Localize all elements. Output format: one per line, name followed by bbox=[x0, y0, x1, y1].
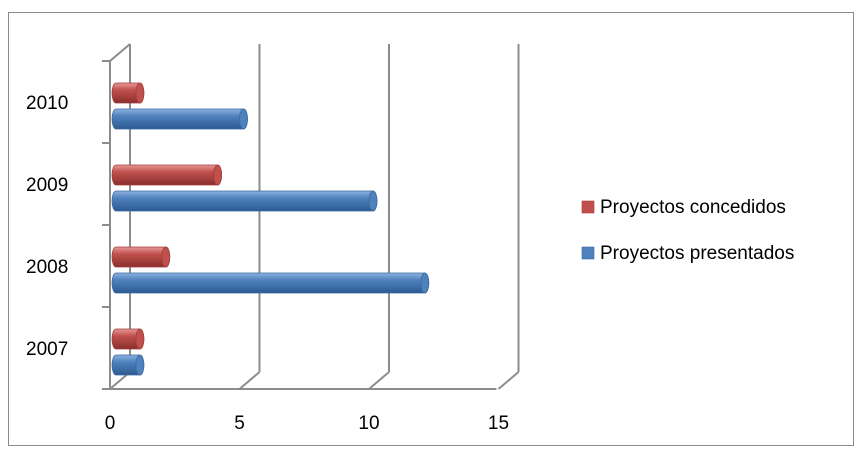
y-tick-label-2010: 2010 bbox=[26, 93, 68, 114]
legend-item-concedidos: Proyectos concedidos bbox=[581, 197, 786, 218]
legend-swatch bbox=[581, 200, 595, 214]
legend-swatch bbox=[581, 246, 595, 260]
bar-concedidos-2008 bbox=[111, 246, 171, 268]
legend-item-presentados: Proyectos presentados bbox=[581, 243, 794, 264]
gridline-5 bbox=[238, 44, 261, 390]
y-tick-label-2008: 2008 bbox=[26, 257, 68, 278]
axes bbox=[102, 43, 497, 390]
legend-label: Proyectos presentados bbox=[600, 243, 794, 264]
bar-presentados-2007 bbox=[111, 354, 145, 376]
bars bbox=[111, 82, 430, 376]
y-tick-label-2007: 2007 bbox=[26, 339, 68, 360]
chart-frame bbox=[8, 12, 854, 446]
y-axis-top-edge bbox=[109, 43, 131, 62]
bar-concedidos-2009 bbox=[111, 164, 223, 186]
bar-presentados-2009 bbox=[111, 190, 378, 212]
legend: Proyectos concedidos Proyectos presentado… bbox=[581, 197, 794, 264]
gridlines bbox=[109, 44, 520, 390]
legend-label: Proyectos concedidos bbox=[600, 197, 786, 218]
bar-concedidos-2007 bbox=[111, 328, 145, 350]
x-tick-label-5: 5 bbox=[234, 413, 245, 434]
bar-presentados-2010 bbox=[111, 108, 248, 130]
gridline-15 bbox=[497, 44, 520, 390]
gridline-10 bbox=[368, 44, 390, 390]
tick-labels: 2007 2008 2009 2010 0 5 10 15 bbox=[26, 93, 509, 434]
x-tick-label-10: 10 bbox=[358, 413, 379, 434]
x-tick-label-0: 0 bbox=[105, 413, 116, 434]
bar-concedidos-2010 bbox=[111, 82, 145, 104]
bar-presentados-2008 bbox=[111, 272, 430, 294]
y-tick-label-2009: 2009 bbox=[26, 175, 68, 196]
x-tick-label-15: 15 bbox=[488, 413, 509, 434]
